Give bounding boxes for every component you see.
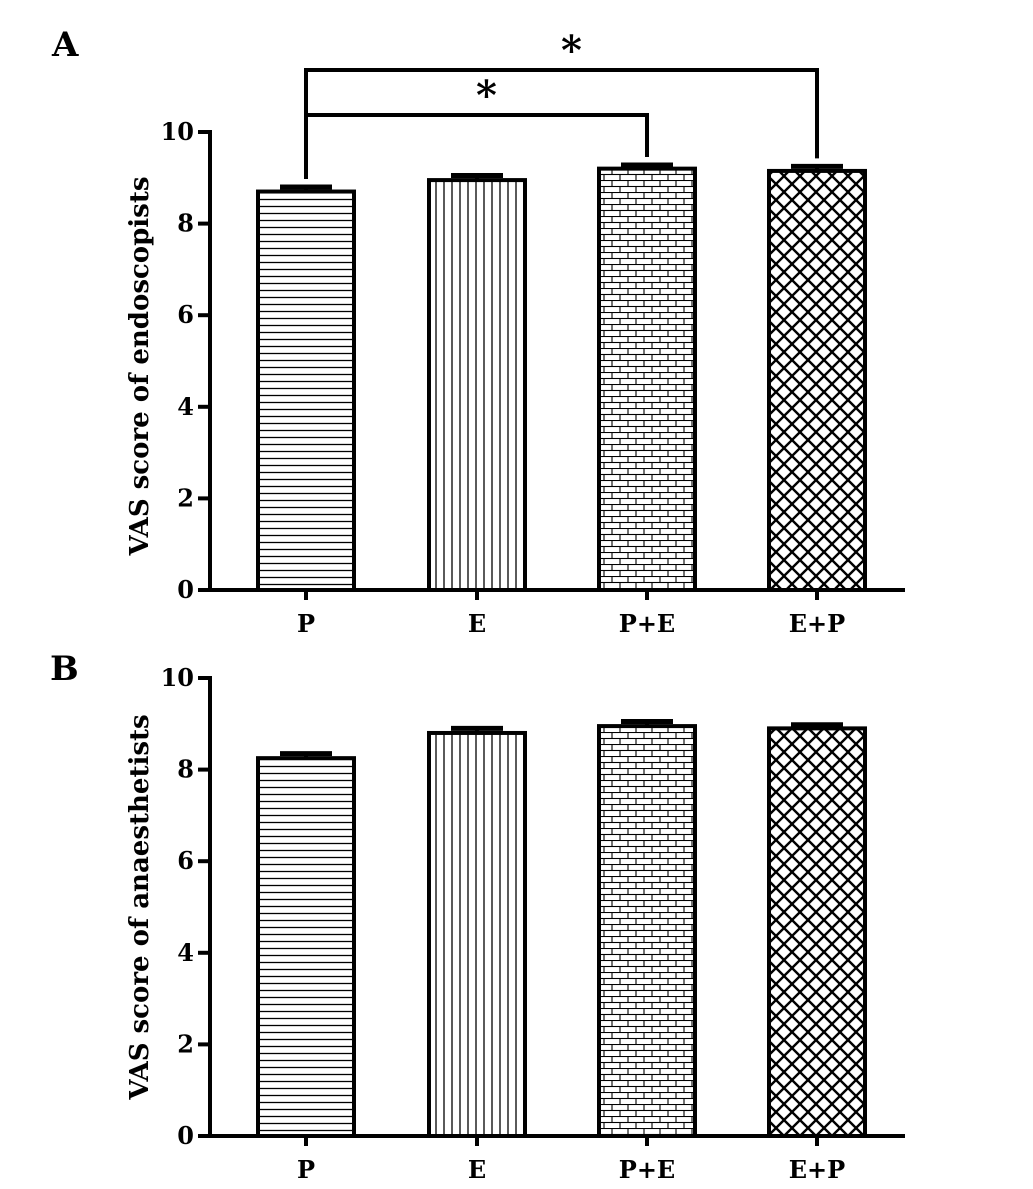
x-tick-label: P <box>297 1155 315 1184</box>
panel-letter-a: A <box>51 25 79 65</box>
y-ticks-b: 0 2 4 6 8 10 <box>161 663 210 1150</box>
y-tick-label: 2 <box>177 1029 194 1058</box>
y-tick-label: 4 <box>177 392 194 421</box>
x-tick-label: P <box>297 609 315 638</box>
bar-e-plus-p <box>767 726 867 1138</box>
bar-e <box>427 178 527 592</box>
y-tick-label: 6 <box>177 846 194 875</box>
x-tick-labels-a: P E P+E E+P <box>297 609 845 638</box>
bar-p <box>256 189 356 592</box>
y-ticks-a: 0 2 4 6 8 10 <box>161 117 210 604</box>
axes-a <box>208 130 905 600</box>
bar-e-plus-p <box>767 168 867 592</box>
panel-letter-b: B <box>50 649 79 689</box>
bar-e <box>427 730 527 1139</box>
bar-p-plus-e <box>597 166 697 592</box>
significance-brackets-a: ** <box>304 27 819 179</box>
bar-p <box>256 756 356 1139</box>
y-axis-label-a: VAS score of endoscopists <box>125 177 155 557</box>
bars-b <box>256 719 867 1139</box>
y-tick-label: 8 <box>177 755 194 784</box>
bars-a <box>256 162 867 592</box>
y-tick-label: 6 <box>177 300 194 329</box>
y-tick-label: 0 <box>177 575 194 604</box>
x-tick-labels-b: P E P+E E+P <box>297 1155 845 1184</box>
y-tick-label: 2 <box>177 483 194 512</box>
y-tick-label: 8 <box>177 209 194 238</box>
significance-bracket <box>304 113 649 179</box>
x-tick-label: E <box>468 609 486 638</box>
x-tick-label: E <box>468 1155 486 1184</box>
y-tick-label: 4 <box>177 938 194 967</box>
y-tick-label: 10 <box>161 663 194 692</box>
axes-b <box>208 676 905 1146</box>
x-tick-label: E+P <box>789 609 845 638</box>
x-tick-label: P+E <box>619 609 675 638</box>
significance-star: * <box>561 27 582 74</box>
x-tick-label: P+E <box>619 1155 675 1184</box>
significance-star: * <box>476 72 497 119</box>
x-tick-label: E+P <box>789 1155 845 1184</box>
y-tick-label: 10 <box>161 117 194 146</box>
bar-p-plus-e <box>597 724 697 1139</box>
y-axis-label-b: VAS score of anaesthetists <box>125 714 155 1100</box>
y-tick-label: 0 <box>177 1121 194 1150</box>
significance-bracket <box>304 68 819 179</box>
